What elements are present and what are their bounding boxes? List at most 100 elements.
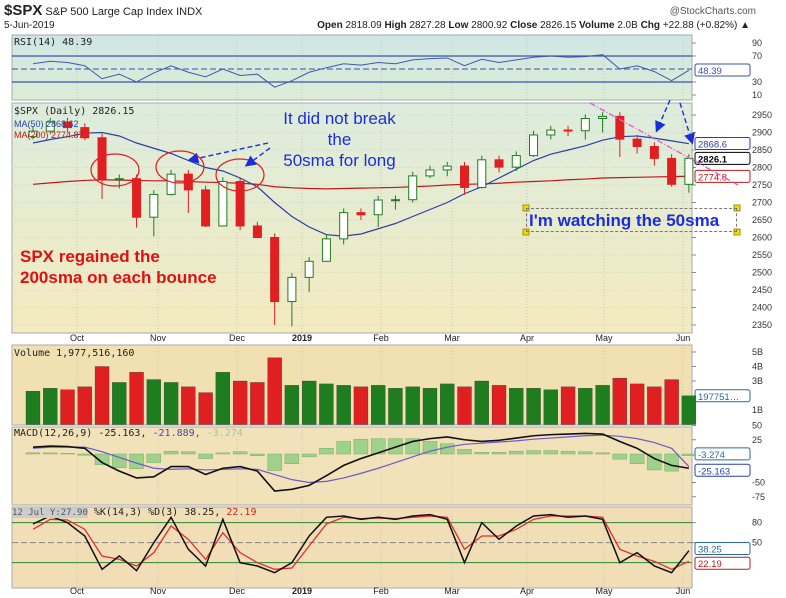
annotation-arrow	[187, 142, 269, 164]
month-label: May	[595, 586, 613, 596]
stoch-panel	[11, 506, 693, 589]
value-tag	[694, 136, 751, 150]
volume-bar	[284, 385, 300, 425]
volume-bar	[388, 388, 403, 425]
volume-bar	[302, 380, 317, 425]
high-value: 2827.28	[409, 20, 446, 31]
y-tick-label: 50	[752, 421, 762, 431]
macd-histogram-bar	[457, 449, 472, 455]
macd-histogram-bar	[388, 438, 403, 455]
y-tick-label: 2950	[752, 110, 772, 120]
watermark: @StockCharts.com	[669, 6, 756, 17]
candle-body	[632, 138, 642, 147]
d-value: 22.19	[226, 507, 257, 518]
month-label: Oct	[70, 333, 85, 343]
month-label: Jun	[676, 333, 691, 343]
volume-value: 2.0B	[617, 20, 638, 31]
y-tick-label: 5B	[752, 347, 763, 357]
annotation-200sma: SPX regained the 200sma on each bounce	[20, 246, 217, 288]
month-label: Mar	[444, 333, 460, 343]
volume-bar	[232, 380, 248, 425]
candle-body	[598, 115, 608, 120]
value-tag	[694, 63, 751, 77]
macd-histogram-bar	[371, 438, 386, 455]
candle-body	[132, 178, 142, 218]
macd-histogram-bar	[301, 453, 317, 458]
value-tag-text: 2868.6	[698, 139, 727, 150]
candle-body	[511, 155, 521, 168]
low-label: Low	[448, 20, 469, 31]
macd-histogram-bar	[422, 441, 438, 455]
volume-bar	[509, 388, 524, 425]
value-tag-text: -25.163	[698, 466, 730, 477]
volume-bar	[440, 383, 455, 425]
rsi-line	[32, 54, 690, 88]
y-tick-label: 2350	[752, 320, 772, 330]
candle-body	[45, 121, 55, 132]
macd-value: -25.163,	[98, 428, 147, 439]
volume-bar	[215, 372, 231, 425]
month-label: Nov	[150, 586, 167, 596]
rsi-panel	[11, 34, 693, 101]
y-tick-label: 70	[752, 51, 762, 61]
value-tag	[694, 541, 751, 555]
y-tick-label: 2900	[752, 128, 772, 138]
volume-label: Volume	[579, 20, 615, 31]
month-label: Mar	[444, 586, 460, 596]
annotation-line-1: It did not break the	[283, 109, 396, 149]
rsi-legend: RSI(14) 48.39	[14, 37, 93, 48]
volume-bar	[77, 386, 92, 425]
k-value: 38.25,	[184, 507, 221, 518]
chg-label: Chg	[640, 20, 661, 31]
y-tick-label: -75	[752, 492, 765, 502]
volume-bar	[647, 386, 662, 425]
annotation-watching-box[interactable]: I'm watching the 50sma	[526, 208, 737, 232]
candle-body	[339, 212, 349, 240]
volume-bar	[94, 366, 110, 425]
candle-body	[28, 130, 38, 137]
signal-value: -21.889,	[152, 428, 201, 439]
month-label: Dec	[229, 586, 246, 596]
candle-body	[649, 146, 659, 159]
volume-bar	[457, 386, 472, 425]
volume-legend: Volume 1,977,516,160	[14, 348, 135, 359]
volume-bar	[612, 377, 627, 425]
candle-body	[494, 159, 504, 168]
macd-histogram-bar	[198, 453, 213, 459]
macd-histogram-bar	[267, 453, 282, 471]
volume-bar	[422, 388, 438, 425]
candle-body	[408, 175, 418, 201]
macd-title: MACD(12,26,9)	[14, 428, 93, 439]
date: 5-Jun-2019	[4, 20, 55, 31]
macd-histogram-bar	[146, 453, 162, 463]
macd-histogram-bar	[284, 453, 300, 464]
volume-bar	[267, 357, 282, 425]
stoch-legend: 12 Jul Y:27.90 %K(14,3) %D(3) 38.25, 22.…	[12, 507, 256, 518]
candle-body	[529, 134, 539, 157]
high-label: High	[384, 20, 407, 31]
y-tick-label: 2800	[752, 163, 772, 173]
candle-body	[321, 238, 331, 262]
ma50-line	[32, 131, 689, 237]
value-tag-text: -3.274	[698, 450, 725, 461]
candle-body	[390, 199, 400, 202]
macd-histogram-bar	[543, 450, 558, 455]
volume-bar	[681, 395, 697, 425]
volume-bar	[112, 382, 127, 425]
stoch-k-line	[32, 513, 690, 574]
annotation-arrow	[244, 147, 271, 167]
candle-body	[442, 165, 452, 171]
macd-histogram-bar	[181, 451, 196, 455]
ma50-legend: MA(50) 2868.62	[14, 119, 79, 129]
macd-histogram-bar	[474, 452, 489, 455]
volume-bar	[129, 372, 144, 425]
macd-histogram-bar	[595, 452, 610, 455]
month-label: Feb	[373, 586, 389, 596]
volume-bar	[181, 386, 196, 425]
symbol-name: S&P 500 Large Cap Index INDX	[45, 6, 203, 18]
candle-body	[114, 178, 124, 181]
macd-histogram-bar	[112, 453, 127, 468]
value-tag	[694, 556, 751, 570]
stoch-title: %K(14,3) %D(3)	[93, 507, 179, 518]
macd-histogram-bar	[509, 450, 524, 455]
